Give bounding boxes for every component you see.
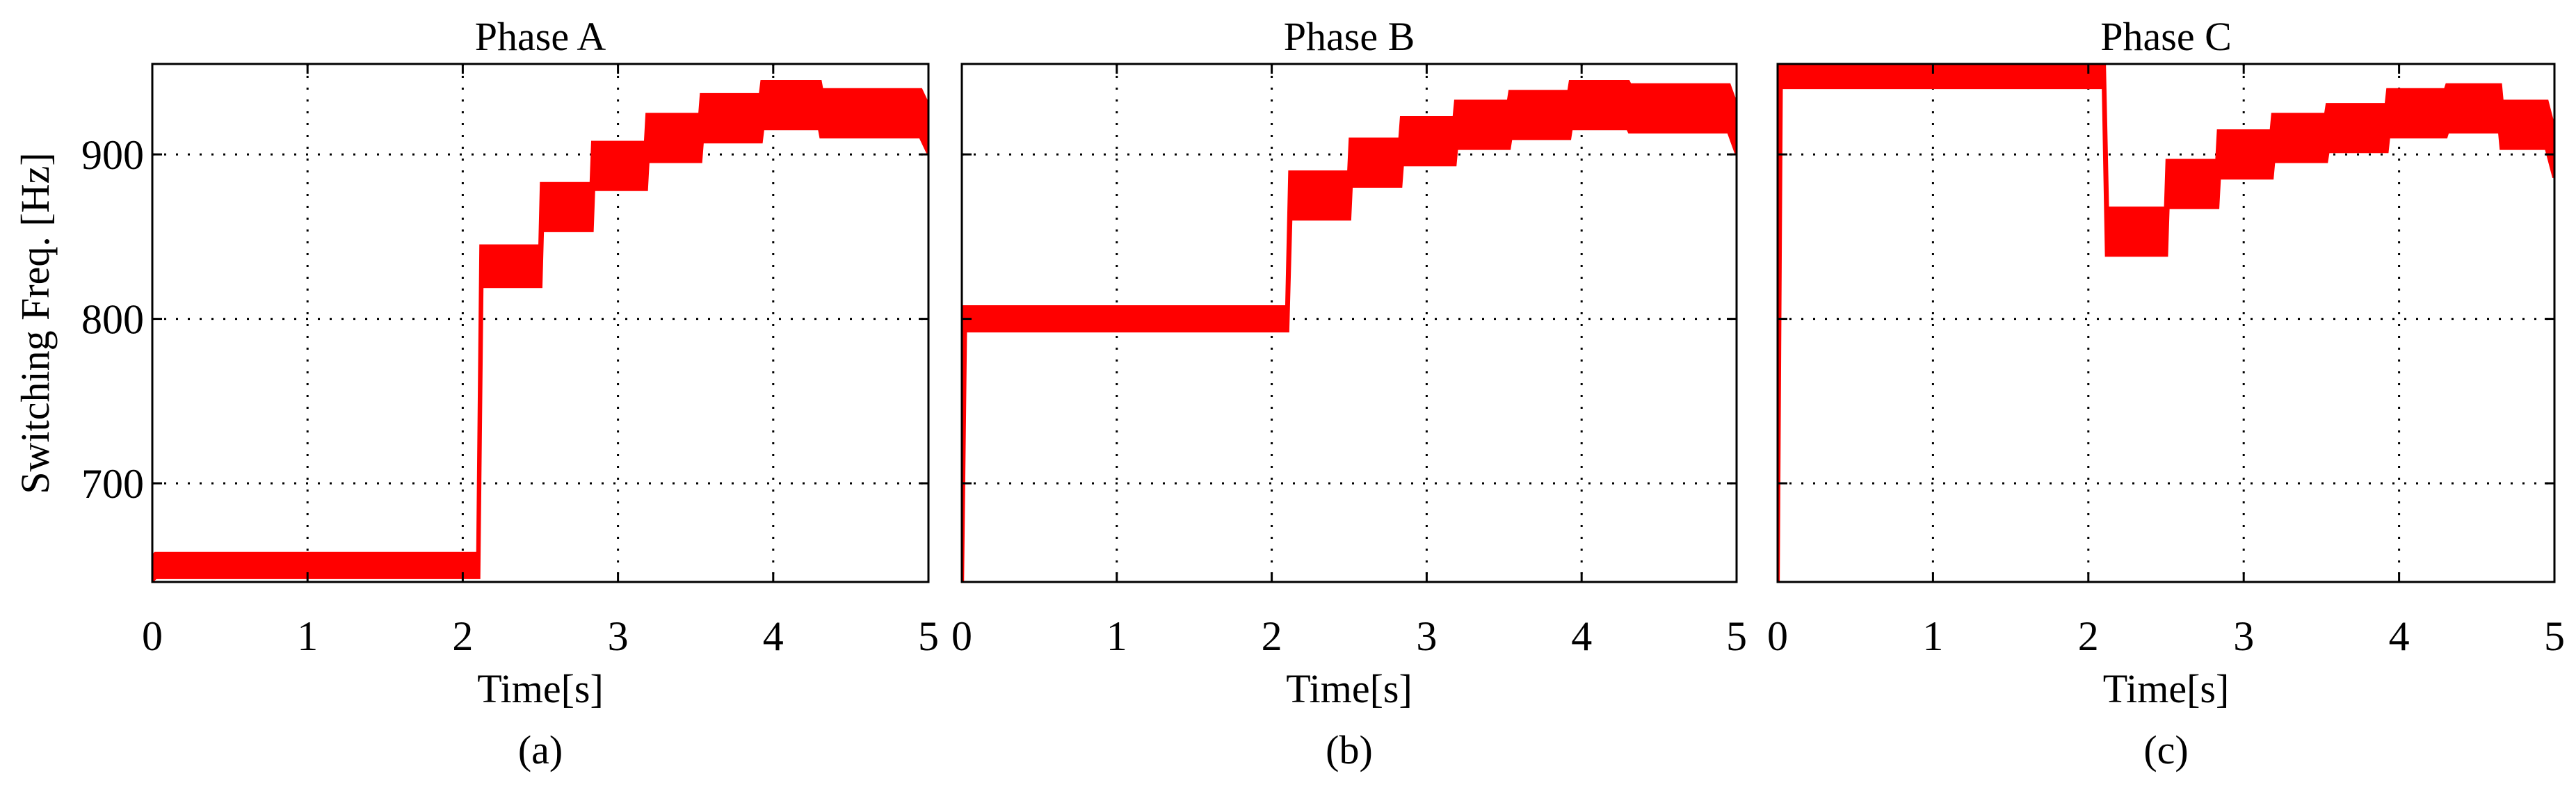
subfigure-label: (c): [2143, 727, 2188, 772]
x-axis-label: Time[s]: [477, 666, 604, 711]
y-tick-label: 800: [81, 297, 144, 343]
y-axis-label: Switching Freq. [Hz]: [13, 152, 58, 494]
x-axis-label: Time[s]: [2103, 666, 2230, 711]
series-band-1: [152, 80, 928, 582]
x-tick-label: 1: [1922, 613, 1943, 659]
x-axis-label: Time[s]: [1286, 666, 1412, 711]
chart-title: Phase B: [1284, 14, 1415, 59]
x-tick-label: 1: [297, 613, 318, 659]
x-tick-label: 5: [1726, 613, 1747, 659]
x-tick-label: 0: [1767, 613, 1788, 659]
chart-panel-3: 0 1 2 3 4 5 Phase C Time[s] (c): [1767, 14, 2565, 772]
chart-title: Phase A: [475, 14, 606, 59]
chart-panel-1: 0 1 2 3 4 5 700 800 900 Phase A Time[s] (a): [81, 14, 939, 772]
x-tick-label: 3: [608, 613, 629, 659]
series-band-1: [1778, 64, 2554, 582]
x-tick-label: 5: [918, 613, 939, 659]
chart-panel-2: 0 1 2 3 4 5 Phase B Time[s] (b): [951, 14, 1747, 772]
x-tick-label: 2: [452, 613, 473, 659]
x-tick-label: 2: [2078, 613, 2099, 659]
x-tick-label: 0: [951, 613, 972, 659]
x-tick-label: 2: [1262, 613, 1282, 659]
x-tick-label: 1: [1106, 613, 1127, 659]
x-tick-label: 0: [142, 613, 163, 659]
x-tick-label: 4: [1571, 613, 1592, 659]
plot-frame: [960, 63, 1738, 583]
x-tick-label: 3: [1416, 613, 1437, 659]
subfigure-label: (a): [518, 727, 563, 772]
y-tick-label: 900: [81, 132, 144, 178]
plot-frame: [151, 63, 930, 583]
chart-title: Phase C: [2100, 14, 2232, 59]
x-tick-label: 5: [2544, 613, 2565, 659]
y-tick-label: 700: [81, 461, 144, 507]
series-band-1: [962, 80, 1737, 582]
subfigure-label: (b): [1326, 727, 1373, 772]
x-tick-label: 3: [2233, 613, 2254, 659]
x-tick-label: 4: [2389, 613, 2410, 659]
plot-frame: [1776, 63, 2556, 583]
x-tick-label: 4: [763, 613, 784, 659]
